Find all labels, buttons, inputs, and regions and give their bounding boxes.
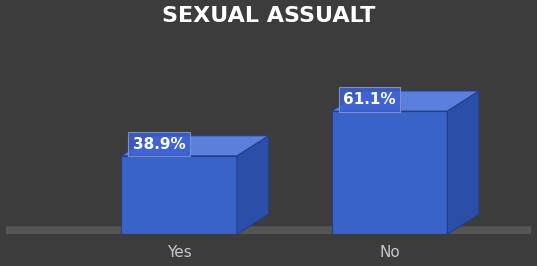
Polygon shape	[332, 91, 479, 111]
Polygon shape	[332, 111, 447, 234]
Polygon shape	[121, 214, 268, 234]
Polygon shape	[332, 214, 479, 234]
Text: 61.1%: 61.1%	[343, 92, 396, 107]
Polygon shape	[237, 136, 268, 234]
Polygon shape	[447, 91, 479, 234]
FancyBboxPatch shape	[0, 226, 537, 251]
Polygon shape	[121, 156, 237, 234]
Text: 38.9%: 38.9%	[133, 137, 186, 152]
Polygon shape	[121, 136, 268, 156]
Title: SEXUAL ASSUALT: SEXUAL ASSUALT	[162, 6, 375, 26]
